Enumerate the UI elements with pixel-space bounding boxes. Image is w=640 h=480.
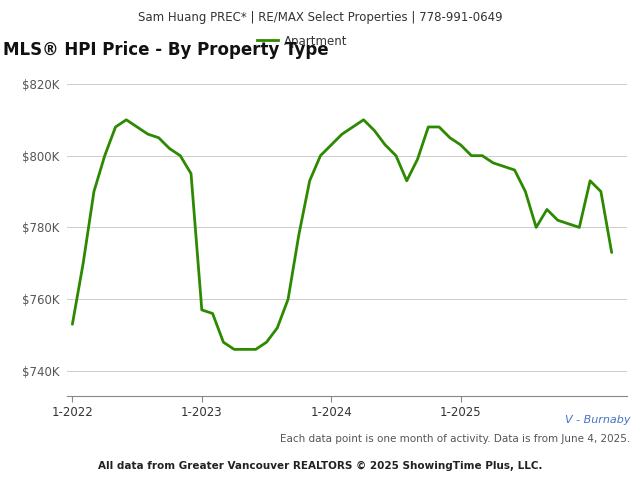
Legend: Apartment: Apartment <box>252 30 353 52</box>
Text: Sam Huang PREC* | RE/MAX Select Properties | 778-991-0649: Sam Huang PREC* | RE/MAX Select Properti… <box>138 12 502 24</box>
Text: MLS® HPI Price - By Property Type: MLS® HPI Price - By Property Type <box>3 41 329 59</box>
Text: All data from Greater Vancouver REALTORS © 2025 ShowingTime Plus, LLC.: All data from Greater Vancouver REALTORS… <box>98 461 542 471</box>
Text: Each data point is one month of activity. Data is from June 4, 2025.: Each data point is one month of activity… <box>280 434 630 444</box>
Text: V - Burnaby: V - Burnaby <box>565 415 630 425</box>
